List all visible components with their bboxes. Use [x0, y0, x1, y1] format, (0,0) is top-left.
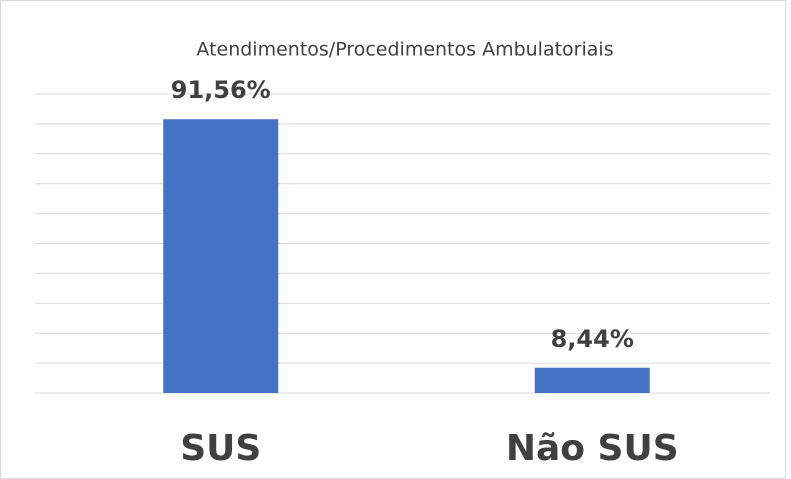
x-tick-label: SUS	[180, 428, 261, 469]
data-label: 91,56%	[171, 76, 271, 104]
bar	[163, 119, 279, 394]
chart-title: Atendimentos/Procedimentos Ambulatoriais	[196, 39, 613, 61]
x-tick-label: Não SUS	[506, 428, 679, 469]
data-label: 8,44%	[551, 325, 634, 353]
bar	[534, 367, 650, 393]
